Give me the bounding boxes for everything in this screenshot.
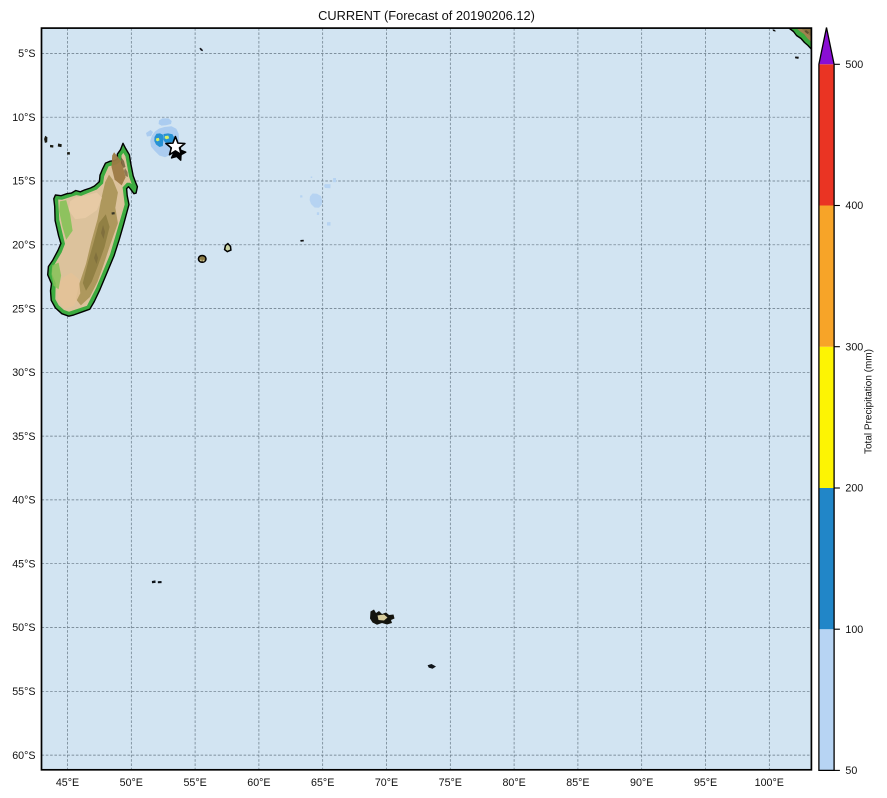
svg-text:500: 500 — [845, 59, 863, 71]
svg-text:60°E: 60°E — [247, 777, 270, 789]
svg-text:25°S: 25°S — [12, 303, 35, 315]
svg-text:CURRENT (Forecast of 20190206.: CURRENT (Forecast of 20190206.12) — [318, 8, 535, 23]
svg-text:15°S: 15°S — [12, 176, 35, 188]
svg-text:55°S: 55°S — [12, 686, 35, 698]
svg-text:45°S: 45°S — [12, 558, 35, 570]
svg-text:80°E: 80°E — [502, 777, 525, 789]
svg-text:60°S: 60°S — [12, 750, 35, 762]
svg-text:Total Precipitation (mm): Total Precipitation (mm) — [864, 349, 875, 454]
svg-text:20°S: 20°S — [12, 240, 35, 252]
svg-text:300: 300 — [845, 341, 863, 353]
svg-text:400: 400 — [845, 200, 863, 212]
svg-text:45°E: 45°E — [56, 777, 79, 789]
svg-text:70°E: 70°E — [375, 777, 398, 789]
svg-text:100: 100 — [845, 624, 863, 636]
svg-text:100°E: 100°E — [755, 777, 784, 789]
svg-text:90°E: 90°E — [630, 777, 653, 789]
svg-text:50: 50 — [845, 765, 857, 777]
svg-text:55°E: 55°E — [183, 777, 206, 789]
svg-text:30°S: 30°S — [12, 367, 35, 379]
svg-text:50°E: 50°E — [120, 777, 143, 789]
svg-text:75°E: 75°E — [439, 777, 462, 789]
svg-text:40°S: 40°S — [12, 495, 35, 507]
svg-text:35°S: 35°S — [12, 431, 35, 443]
svg-text:5°S: 5°S — [18, 48, 35, 60]
svg-text:200: 200 — [845, 483, 863, 495]
svg-text:10°S: 10°S — [12, 112, 35, 124]
svg-text:65°E: 65°E — [311, 777, 334, 789]
svg-text:85°E: 85°E — [566, 777, 589, 789]
svg-text:50°S: 50°S — [12, 622, 35, 634]
svg-text:95°E: 95°E — [694, 777, 717, 789]
